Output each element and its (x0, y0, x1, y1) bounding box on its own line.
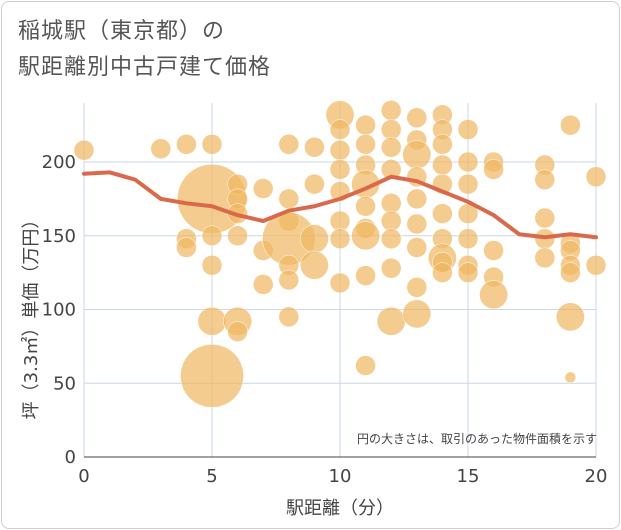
data-bubble (201, 225, 223, 246)
data-bubble (380, 119, 402, 140)
x-tick-labels: 0 5 10 15 20 (78, 466, 607, 487)
data-bubble (329, 272, 351, 294)
data-bubble (201, 134, 223, 155)
data-bubble (585, 166, 607, 187)
y-axis-title: 坪（3.3㎡）単価（万円） (20, 211, 42, 420)
data-bubble (457, 228, 479, 249)
data-bubble (406, 213, 428, 235)
data-bubble (180, 344, 244, 408)
data-bubble (304, 173, 325, 195)
data-bubble (355, 114, 376, 136)
data-bubble (201, 255, 223, 276)
data-bubble (483, 159, 504, 180)
data-bubble (252, 178, 274, 199)
x-tick-label: 10 (329, 466, 352, 487)
data-bubble (300, 250, 329, 280)
data-bubble (278, 188, 300, 210)
title-line-1: 稲城駅（東京都）の (18, 19, 226, 44)
y-tick-label: 150 (42, 226, 76, 247)
bubble-size-note: 円の大きさは、取引のあった物件面積を示す (357, 431, 597, 446)
data-bubble (534, 247, 556, 269)
data-bubble (406, 188, 428, 210)
data-bubble (432, 134, 453, 155)
data-bubble (355, 134, 376, 155)
data-bubble (278, 134, 300, 155)
data-bubble (432, 262, 453, 283)
data-bubble (355, 355, 376, 376)
data-bubble (402, 140, 432, 170)
data-bubble (457, 262, 479, 283)
data-bubble (227, 225, 248, 246)
data-bubble (351, 221, 380, 251)
data-bubble (380, 257, 402, 279)
data-bubble (380, 137, 402, 158)
data-bubble (457, 151, 479, 173)
data-bubble (534, 169, 556, 190)
data-bubble (150, 138, 172, 159)
y-tick-label: 0 (65, 447, 76, 468)
data-bubble (406, 237, 428, 258)
bubbles (73, 100, 607, 408)
data-bubble (176, 237, 197, 258)
chart-title: 稲城駅（東京都）の 駅距離別中古戸建て価格 (18, 14, 271, 86)
data-bubble (227, 321, 248, 342)
data-bubble (479, 280, 508, 310)
average-price-line (82, 170, 598, 240)
data-bubble (457, 173, 479, 195)
x-tick-label: 20 (585, 466, 608, 487)
data-bubble (355, 196, 376, 217)
data-bubble (380, 210, 402, 232)
data-bubble (402, 299, 432, 329)
x-tick-label: 5 (206, 466, 217, 487)
data-bubble (304, 137, 325, 158)
data-bubble (329, 228, 351, 249)
y-tick-labels: 0 50 100 150 200 (42, 152, 76, 468)
y-tick-label: 100 (42, 300, 76, 321)
data-bubble (406, 277, 428, 298)
data-bubble (355, 265, 376, 286)
y-tick-label: 200 (42, 152, 76, 173)
data-bubble (556, 302, 585, 332)
data-bubble (380, 193, 402, 214)
data-bubble (560, 114, 581, 136)
data-bubble (457, 119, 479, 140)
data-bubble (432, 154, 453, 176)
data-bubble (176, 134, 197, 155)
data-bubble (564, 371, 577, 384)
data-bubble (329, 159, 351, 180)
data-bubble (278, 269, 300, 291)
data-bubble (380, 100, 402, 121)
data-bubble (376, 306, 406, 336)
average-line-group (82, 170, 598, 240)
x-tick-label: 0 (78, 466, 89, 487)
data-bubble (300, 224, 329, 254)
x-tick-label: 15 (457, 466, 480, 487)
data-bubble (432, 203, 453, 224)
data-bubble (329, 139, 351, 161)
data-bubble (585, 255, 607, 276)
title-line-2: 駅距離別中古戸建て価格 (18, 55, 272, 80)
data-bubble (329, 210, 351, 232)
y-tick-label: 50 (53, 373, 76, 394)
data-bubble (197, 306, 227, 336)
data-bubble (73, 139, 95, 161)
data-bubble (483, 240, 504, 261)
data-bubble (534, 207, 556, 229)
data-bubble (329, 119, 351, 140)
data-bubble (252, 274, 274, 295)
x-axis-title: 駅距離（分） (286, 498, 394, 519)
data-bubble (406, 107, 428, 128)
data-bubble (380, 228, 402, 249)
data-bubble (560, 262, 581, 283)
data-bubble (278, 306, 300, 328)
data-bubble (380, 159, 402, 180)
